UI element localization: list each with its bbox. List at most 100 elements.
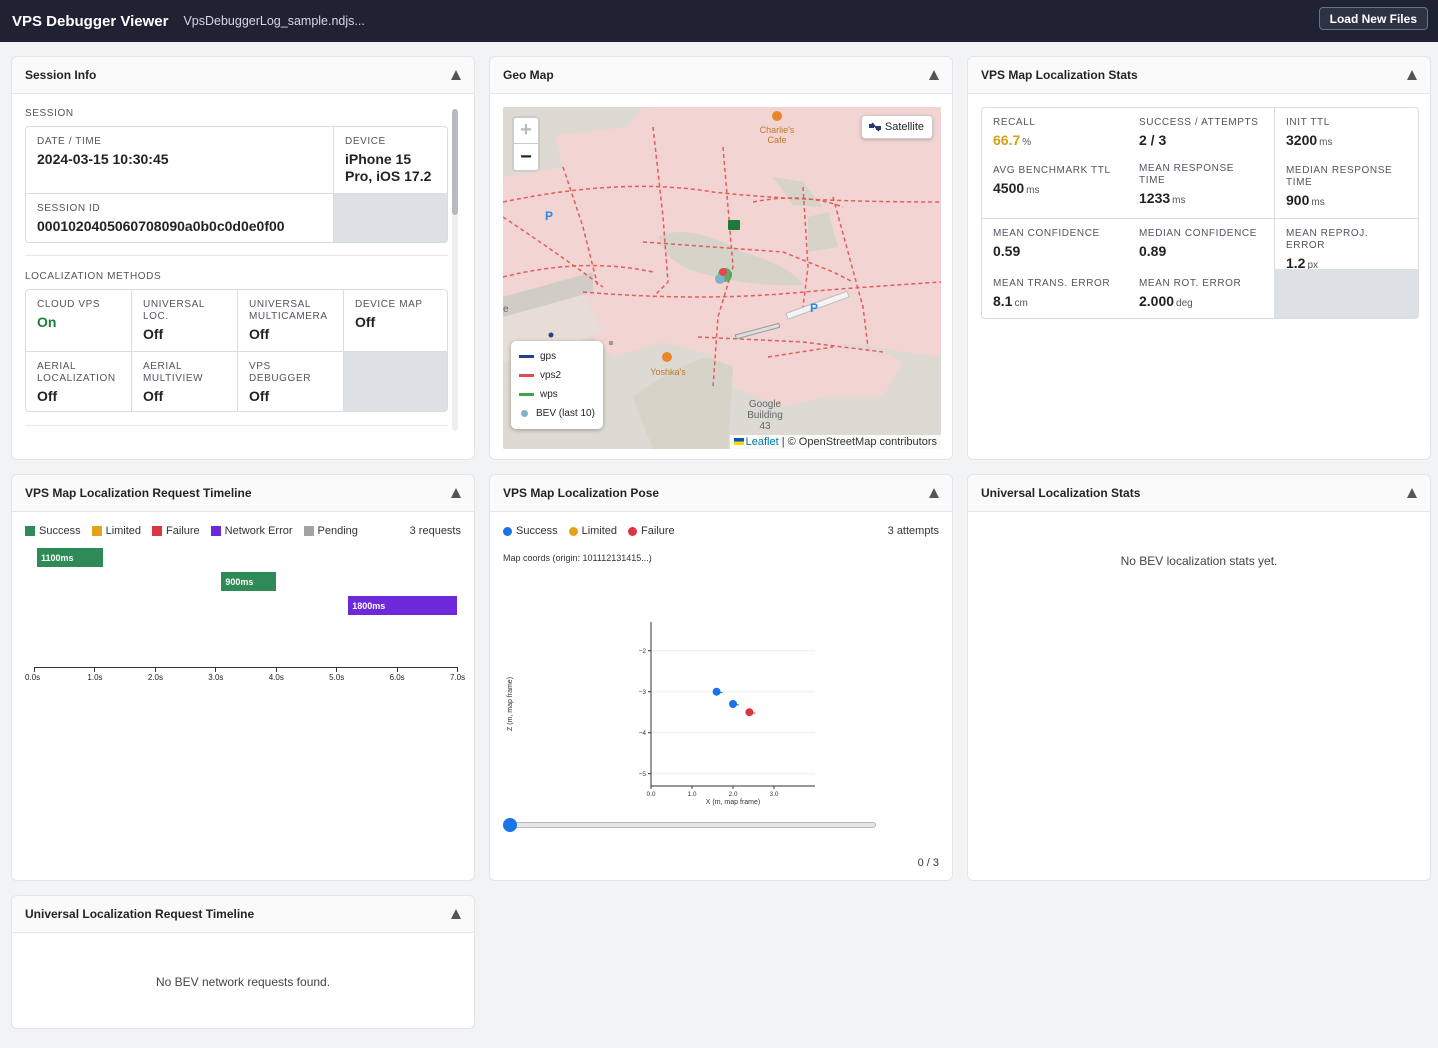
collapse-icon[interactable] xyxy=(929,70,939,80)
pose-subtitle: Map coords (origin: 101112131415...) xyxy=(503,553,652,563)
collapse-icon[interactable] xyxy=(451,488,461,498)
legend-swatch xyxy=(628,526,638,536)
mean-confidence-cell: MEAN CONFIDENCE 0.59 xyxy=(982,219,1128,269)
axis-tick xyxy=(94,667,96,672)
map-legend-item: gps xyxy=(519,347,595,366)
zoom-control: + − xyxy=(512,116,540,172)
request-bar[interactable]: 1800ms xyxy=(348,596,457,615)
mean-confidence-label: MEAN CONFIDENCE xyxy=(993,228,1100,239)
success-value: 2 / 3 xyxy=(1139,132,1167,148)
legend-label: vps2 xyxy=(540,370,562,381)
legend-swatch xyxy=(91,526,102,536)
x-tick-label: 3.0 xyxy=(769,791,778,798)
pose-slider-thumb[interactable] xyxy=(503,818,517,832)
device-cell: DEVICE iPhone 15 Pro, iOS 17.2 xyxy=(334,127,447,193)
method-label: VPS DEBUGGER xyxy=(249,361,312,384)
legend-label: Failure xyxy=(641,525,675,537)
method-value: Off xyxy=(143,326,164,342)
load-new-files-button[interactable]: Load New Files xyxy=(1318,7,1428,30)
method-value: Off xyxy=(355,314,376,330)
axis-tick xyxy=(457,667,458,672)
map-tiles: P P e xyxy=(503,107,941,449)
request-bar[interactable]: 900ms xyxy=(221,572,276,591)
median-confidence-cell: MEDIAN CONFIDENCE 0.89 xyxy=(1128,219,1274,269)
tick-label: 5.0s xyxy=(329,673,345,682)
legend-label: Limited xyxy=(581,525,618,537)
poi-google-building: Google Building 43 xyxy=(747,399,783,432)
file-name: VpsDebuggerLog_sample.ndjs... xyxy=(183,14,365,28)
legend-item: Failure xyxy=(628,525,675,537)
tick-label: 2.0s xyxy=(147,673,163,682)
satellite-icon xyxy=(868,122,881,132)
panel-header: VPS Map Localization Request Timeline xyxy=(12,475,474,512)
scroll-thumb[interactable] xyxy=(452,109,458,215)
tick-label: 4.0s xyxy=(268,673,284,682)
map-legend: gps vps2 wps BEV (last 10) xyxy=(511,341,603,429)
collapse-icon[interactable] xyxy=(929,488,939,498)
satellite-toggle-button[interactable]: Satellite xyxy=(860,115,933,139)
mean-response-label: MEAN RESPONSE TIME xyxy=(1139,163,1235,186)
x-tick-label: 0.0 xyxy=(646,791,655,798)
rot-error-cell: MEAN ROT. ERROR 2.000 deg xyxy=(1128,269,1274,318)
session-id-value: 0001020405060708090a0b0c0d0e0f00 xyxy=(37,218,285,234)
method-cell: AERIAL MULTIVIEW Off xyxy=(132,352,237,411)
method-label: AERIAL MULTIVIEW xyxy=(143,361,204,384)
median-response-label: MEDIAN RESPONSE TIME xyxy=(1286,165,1393,188)
leaflet-link[interactable]: Leaflet xyxy=(745,436,779,448)
legend-item: Failure xyxy=(152,525,200,537)
vps-stats-panel: VPS Map Localization Stats RECALL 66.7% … xyxy=(967,56,1431,460)
collapse-icon[interactable] xyxy=(451,70,461,80)
legend-item: Pending xyxy=(303,525,358,537)
legend-item: Limited xyxy=(91,525,142,537)
legend-label: Network Error xyxy=(224,525,293,537)
legend-swatch xyxy=(25,526,35,536)
geo-map-panel: Geo Map xyxy=(489,56,953,460)
vps-pose-panel: VPS Map Localization Pose Success Limited… xyxy=(489,474,953,881)
legend-item: Success xyxy=(25,525,81,537)
collapse-icon[interactable] xyxy=(1407,488,1417,498)
success-cell: SUCCESS / ATTEMPTS 2 / 3 MEAN RESPONSE T… xyxy=(1128,108,1274,218)
median-confidence-value: 0.89 xyxy=(1139,243,1167,259)
panel-header: Universal Localization Request Timeline xyxy=(12,896,474,933)
method-value: Off xyxy=(143,388,164,404)
collapse-icon[interactable] xyxy=(1407,70,1417,80)
recall-value: 66.7 xyxy=(993,132,1021,148)
legend-label: Limited xyxy=(105,525,142,537)
legend-item: Success xyxy=(503,525,558,537)
legend-swatch xyxy=(503,526,512,536)
panel-title: VPS Map Localization Pose xyxy=(503,486,660,500)
map-view[interactable]: P P e Charlie's Cafe Yoshka's Google Bui… xyxy=(503,107,941,449)
init-ttl-value: 3200 xyxy=(1286,132,1318,148)
time-axis xyxy=(34,667,457,668)
scrollbar[interactable] xyxy=(452,109,458,431)
trans-error-cell: MEAN TRANS. ERROR 8.1 cm xyxy=(982,269,1128,318)
y-tick-label: −4 xyxy=(639,730,647,737)
legend-swatch xyxy=(519,393,534,396)
trans-error-label: MEAN TRANS. ERROR xyxy=(993,278,1111,289)
attempt-count: 3 attempts xyxy=(887,525,939,537)
panel-title: Session Info xyxy=(25,68,97,82)
zoom-in-button[interactable]: + xyxy=(514,118,538,144)
session-section-label: SESSION xyxy=(25,108,74,119)
axis-tick xyxy=(154,667,156,672)
reproj-error-value: 1.2 xyxy=(1286,255,1306,271)
ukraine-flag-icon xyxy=(733,438,744,445)
axis-tick xyxy=(336,667,338,672)
zoom-out-button[interactable]: − xyxy=(520,145,532,168)
panel-title: Universal Localization Request Timeline xyxy=(25,907,255,921)
panel-title: Geo Map xyxy=(503,68,554,82)
methods-section-label: LOCALIZATION METHODS xyxy=(25,271,162,282)
panel-title: VPS Map Localization Stats xyxy=(981,68,1138,82)
panel-header: Geo Map xyxy=(490,57,952,94)
pose-slider-track[interactable] xyxy=(508,822,876,828)
init-ttl-cell: INIT TTL 3200 ms MEDIAN RESPONSE TIME 900… xyxy=(1274,108,1418,218)
map-attribution: Leaflet | © OpenStreetMap contributors xyxy=(729,435,941,449)
timeline-legend: Success Limited Failure Network Error Pendin… xyxy=(25,525,369,537)
axis-tick xyxy=(396,667,398,672)
recall-unit: % xyxy=(1022,137,1032,148)
request-bar[interactable]: 1100ms xyxy=(37,548,104,567)
legend-swatch xyxy=(521,410,528,417)
map-legend-item: BEV (last 10) xyxy=(519,404,595,423)
method-label: UNIVERSAL LOC. xyxy=(143,299,205,322)
collapse-icon[interactable] xyxy=(451,909,461,919)
